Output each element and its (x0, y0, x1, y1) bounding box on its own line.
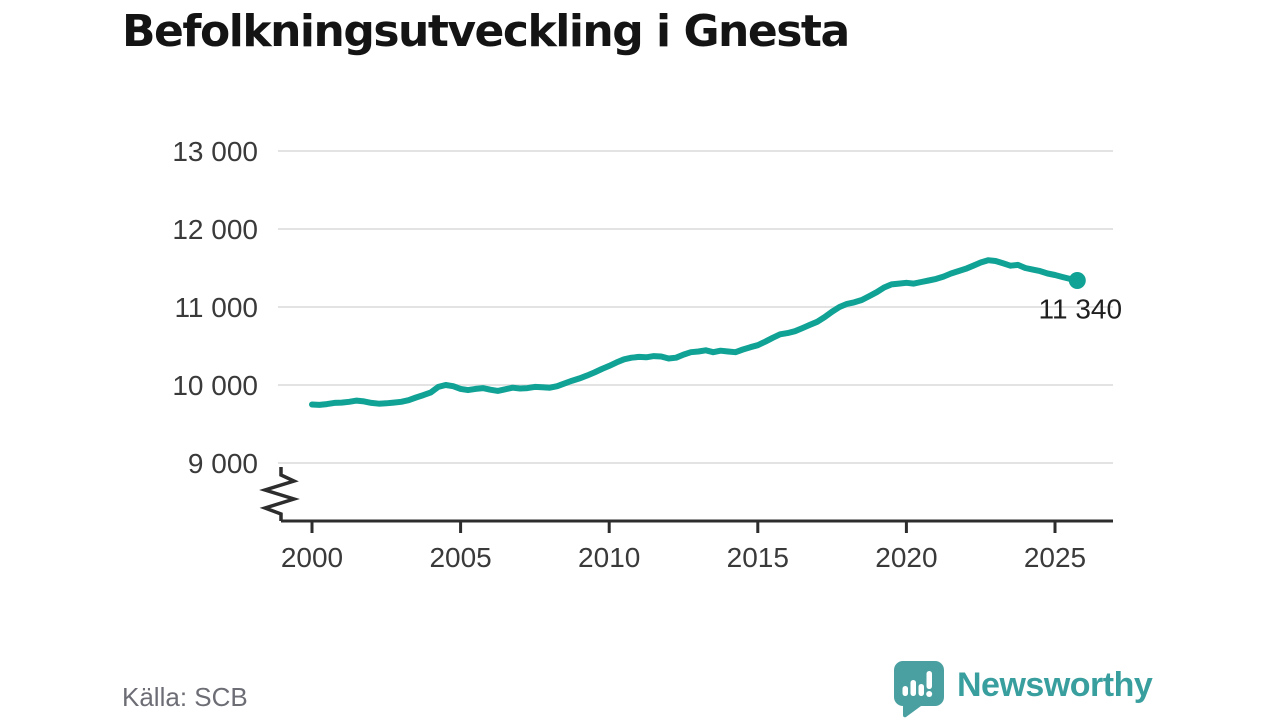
y-tick-label: 9 000 (188, 448, 258, 479)
newsworthy-logo-text: Newsworthy (957, 666, 1153, 704)
x-tick-label: 2000 (281, 542, 343, 573)
chart-title: Befolkningsutveckling i Gnesta (122, 6, 850, 57)
axis-break-icon (259, 467, 300, 521)
x-tick-label: 2025 (1024, 542, 1086, 573)
x-tick-label: 2015 (727, 542, 789, 573)
chart-area: 13 000 12 000 11 000 10 000 9 000 2000 2005 201… (118, 115, 1138, 585)
y-tick-label: 10 000 (172, 370, 258, 401)
population-line-chart: 13 000 12 000 11 000 10 000 9 000 2000 2005 201… (172, 136, 1123, 573)
endpoint-value-label: 11 340 (1039, 293, 1123, 324)
x-tick-label: 2020 (875, 542, 937, 573)
y-tick-label: 11 000 (174, 292, 258, 323)
y-tick-label: 12 000 (172, 214, 258, 245)
source-caption: Källa: SCB (122, 682, 248, 712)
population-line (309, 257, 1081, 408)
endpoint-marker (1068, 271, 1086, 289)
newsworthy-logo-icon (894, 661, 944, 718)
newsworthy-logo: Newsworthy (893, 660, 1153, 718)
y-tick-label: 13 000 (172, 136, 258, 167)
x-tick-label: 2005 (429, 542, 491, 573)
x-tick-label: 2010 (578, 542, 640, 573)
bar-chart-exclamation-glyph (902, 671, 933, 697)
